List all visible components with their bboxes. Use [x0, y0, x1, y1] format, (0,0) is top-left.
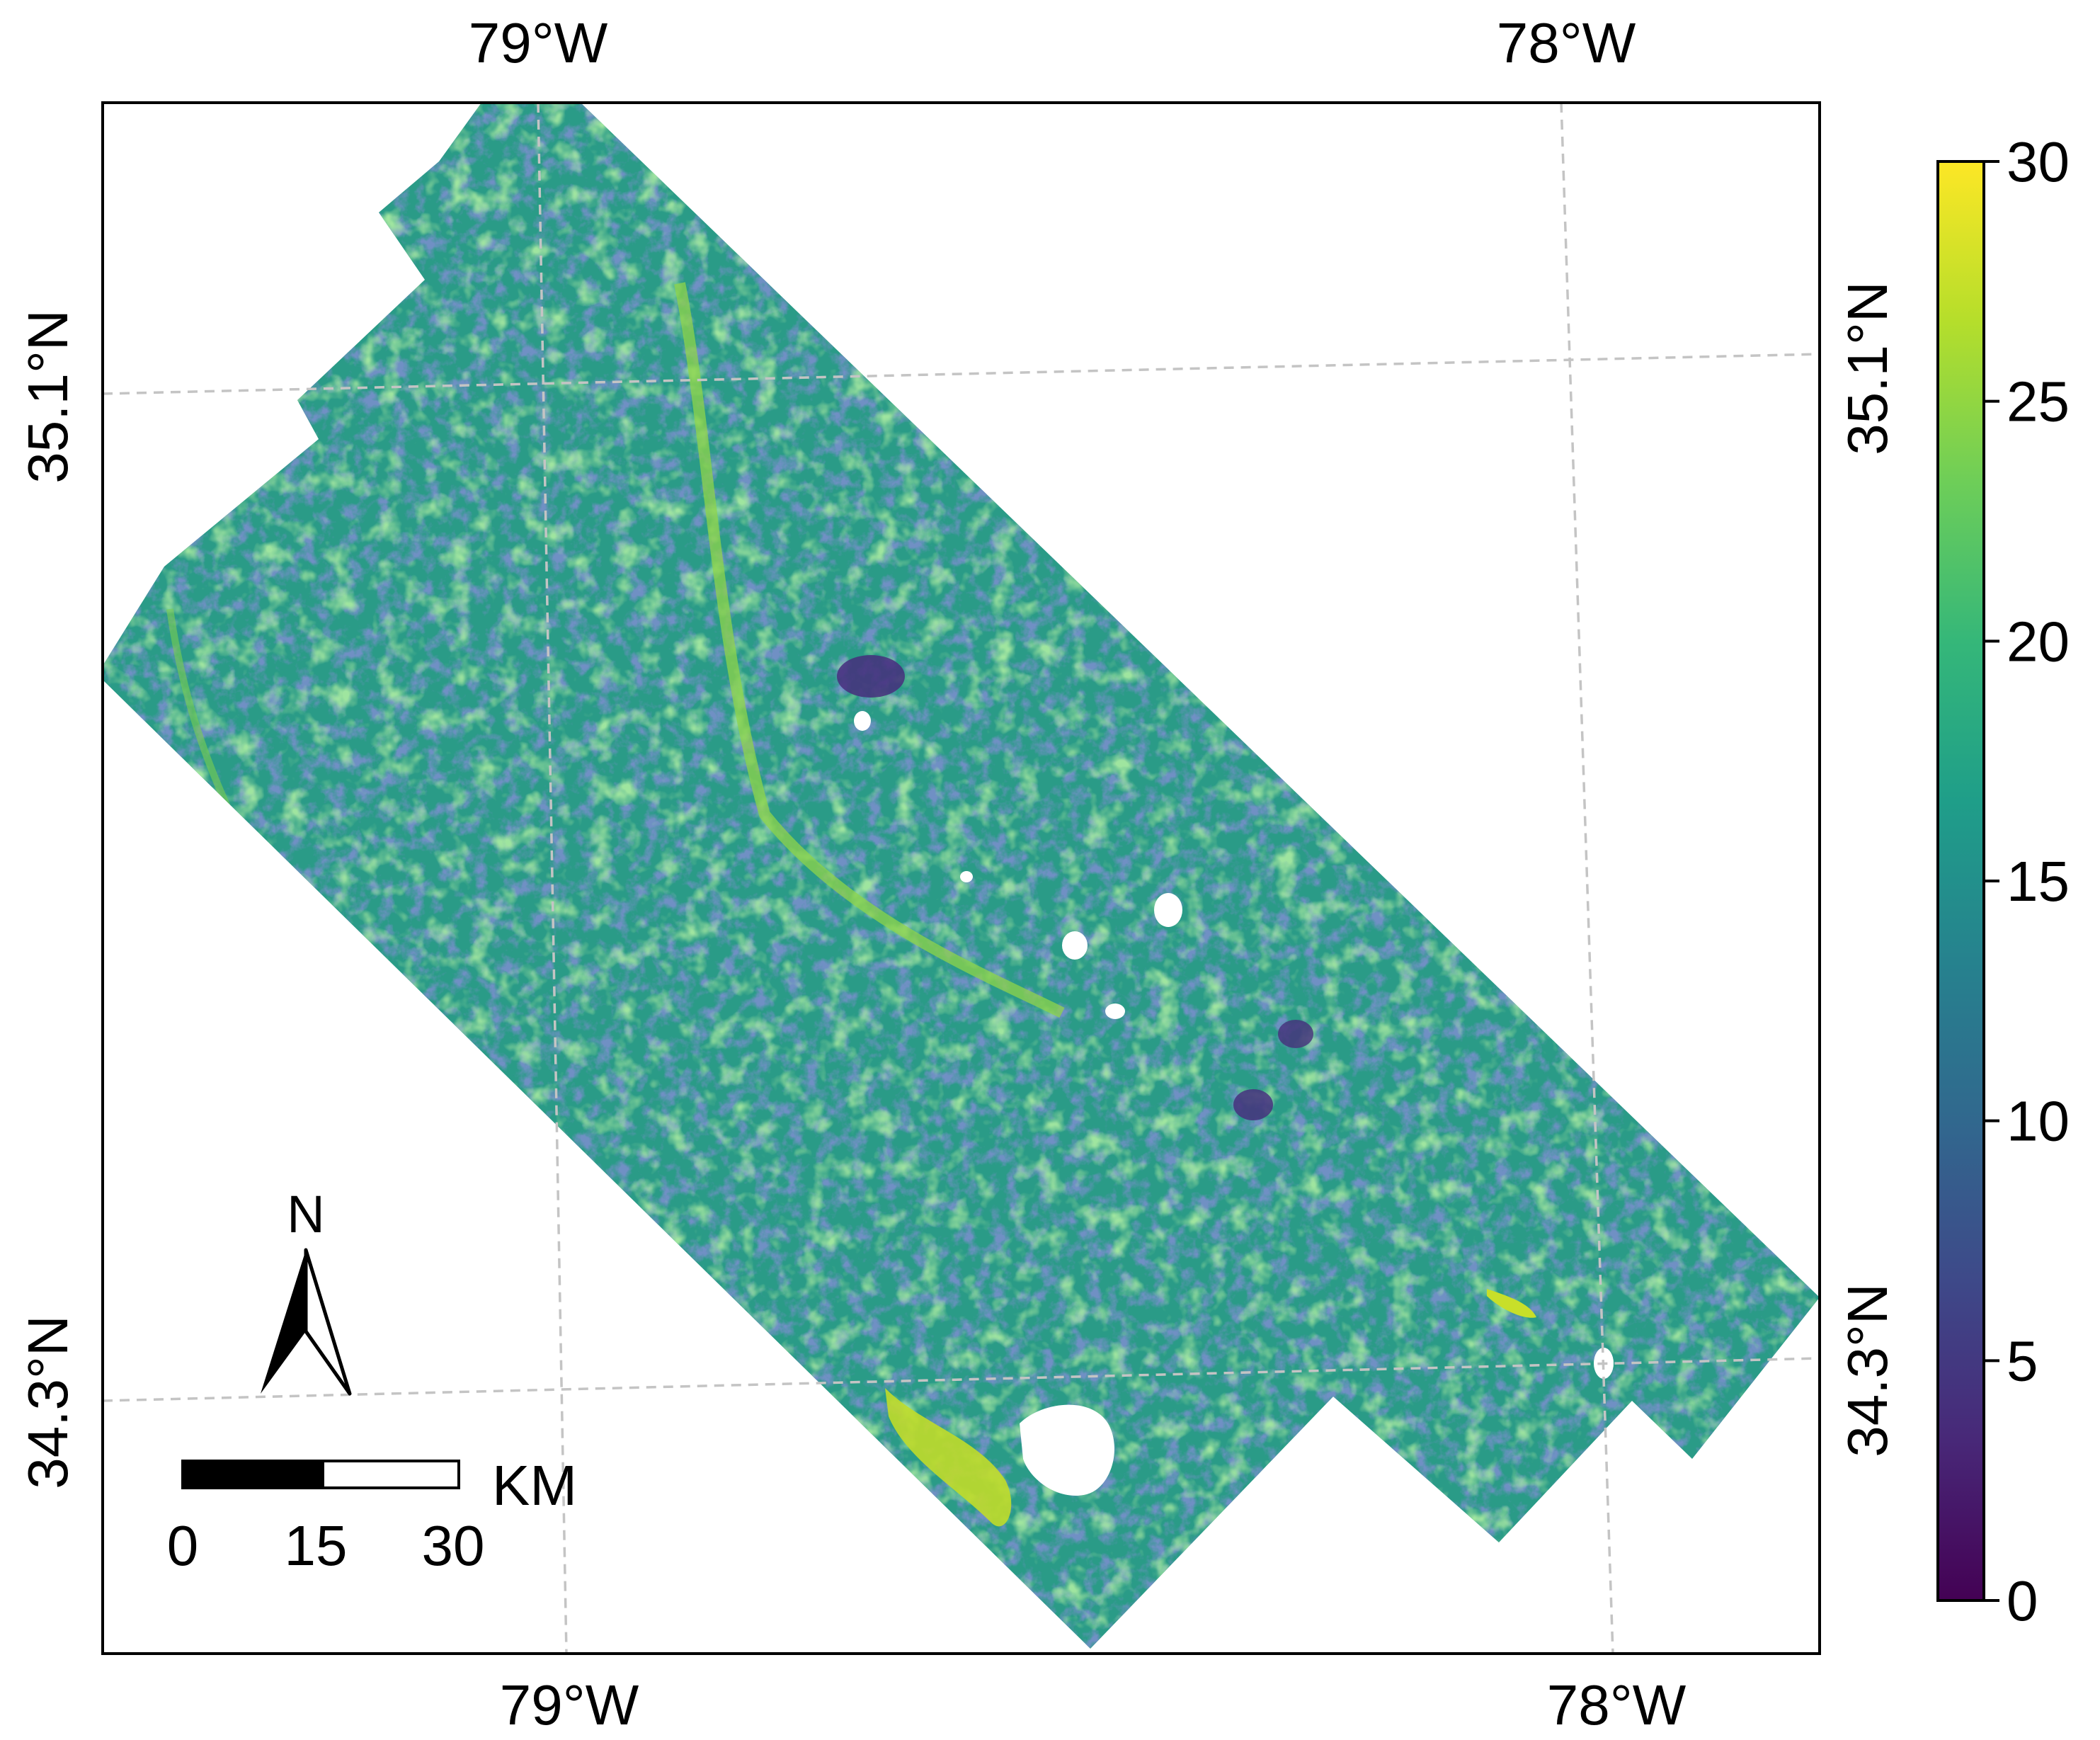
graticule-lat-34-3n — [102, 1357, 1820, 1402]
north-arrow-label: N — [287, 1185, 324, 1244]
right-lat-label-35-1n: 35.1°N — [1836, 281, 1899, 455]
colorbar-tick-label: 10 — [2007, 1090, 2070, 1153]
bottom-lon-label-79w: 79°W — [500, 1673, 639, 1736]
dark-patch — [837, 655, 905, 698]
map-frame-border — [101, 101, 1821, 1655]
scale-bar-white-segment — [321, 1460, 460, 1489]
nodata-lake — [1020, 1404, 1114, 1496]
graticule-lon-78w — [1560, 102, 1614, 1654]
graticule-lon-79w — [537, 102, 568, 1654]
nodata-lake — [960, 871, 973, 882]
dark-patch — [1278, 1020, 1313, 1048]
dark-patch — [1233, 1089, 1273, 1120]
colorbar-ticks: 0 5 10 15 20 25 30 — [1984, 130, 2070, 1632]
bottom-lon-label-78w: 78°W — [1547, 1673, 1687, 1736]
yellow-patch — [885, 1388, 1012, 1527]
river-corridor — [674, 282, 1065, 1018]
graticule-lines — [102, 102, 1820, 1654]
nodata-lake — [1105, 1003, 1125, 1019]
graticule-lat-35-1n — [102, 353, 1820, 395]
yellow-patch — [1487, 1289, 1536, 1318]
colorbar: 0 5 10 15 20 25 30 — [1936, 130, 2070, 1632]
colorbar-tick-label: 5 — [2007, 1329, 2038, 1392]
scale-bar-tick-0: 0 — [167, 1514, 199, 1577]
left-lat-label-35-1n: 35.1°N — [16, 309, 79, 483]
colorbar-tick-label: 0 — [2007, 1569, 2038, 1632]
north-arrow-left-half — [261, 1250, 306, 1394]
nodata-lake — [854, 711, 871, 731]
top-lon-label-79w: 79°W — [469, 11, 608, 74]
nodata-lake — [1062, 931, 1088, 960]
left-lat-label-34-3n: 34.3°N — [16, 1315, 79, 1489]
scale-bar-tick-15: 15 — [285, 1514, 348, 1577]
scale-bar-black-segment — [181, 1460, 324, 1489]
colorbar-tick-label: 15 — [2007, 850, 2070, 913]
scale-bar-unit: KM — [492, 1454, 577, 1517]
top-lon-label-78w: 78°W — [1497, 11, 1636, 74]
nodata-lake — [1154, 893, 1182, 927]
right-lat-label-34-3n: 34.3°N — [1836, 1283, 1899, 1457]
colorbar-tick-label: 25 — [2007, 370, 2070, 433]
colorbar-tick-label: 20 — [2007, 610, 2070, 673]
colorbar-tick-label: 30 — [2007, 130, 2070, 193]
colorbar-ramp — [1936, 160, 1985, 1602]
north-arrow: N — [261, 1185, 352, 1396]
north-arrow-right-half — [304, 1248, 352, 1396]
scale-bar-tick-30: 30 — [422, 1514, 485, 1577]
scale-bar: KM 0 15 30 — [167, 1454, 577, 1577]
